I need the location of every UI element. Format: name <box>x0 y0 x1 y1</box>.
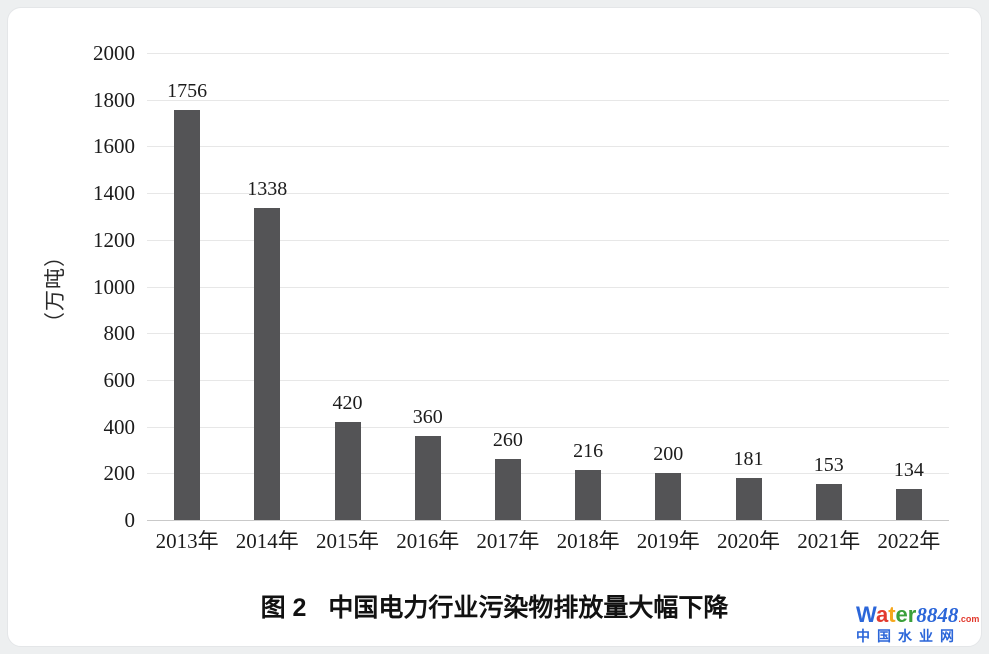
x-tick-label: 2014年 <box>235 529 299 553</box>
watermark-letter: t <box>888 602 896 627</box>
bar-2022年 <box>895 488 922 520</box>
bar-2015年 <box>334 421 361 520</box>
x-tick-label: 2018年 <box>556 529 620 553</box>
figure-title: 中国电力行业污染物排放量大幅下降 <box>328 594 729 622</box>
bar-value-label: 181 <box>733 447 764 470</box>
watermark-logo: Water8848.com 中国水业网 <box>856 604 986 644</box>
bar-value-label: 360 <box>412 405 443 428</box>
y-tick-label: 1200 <box>93 227 135 252</box>
x-tick-label: 2017年 <box>476 529 540 553</box>
watermark-brand-number: 8848 <box>916 603 959 627</box>
y-tick-label: 1600 <box>93 134 135 159</box>
y-tick-label: 1400 <box>93 181 135 206</box>
watermark-brand-line: Water8848.com <box>856 604 986 626</box>
gridline <box>147 333 949 335</box>
bar-value-label: 153 <box>813 454 844 477</box>
bar-value-label: 260 <box>492 429 523 452</box>
watermark-letter: e <box>895 602 908 627</box>
bar-2017年 <box>494 459 521 520</box>
bar-value-label: 216 <box>573 439 604 462</box>
x-tick-label: 2019年 <box>636 529 700 553</box>
y-tick-label: 600 <box>103 367 136 392</box>
x-tick-label: 2020年 <box>717 529 780 553</box>
gridline <box>147 426 949 428</box>
y-tick-label: 400 <box>103 414 136 439</box>
y-tick-label: 0 <box>124 508 136 532</box>
watermark-subtitle: 中国水业网 <box>856 628 961 644</box>
bar-2014年 <box>254 207 281 520</box>
gridline <box>147 239 949 241</box>
bar-value-label: 134 <box>893 458 924 481</box>
x-tick-label: 2022年 <box>877 529 941 553</box>
bar-2019年 <box>655 473 682 520</box>
bar-value-label: 200 <box>653 443 684 466</box>
bar-chart-plot-area: 2000 1800 1600 1400 1200 1000 800 600 400 200 0 175… <box>93 41 949 553</box>
bar-value-label: 1338 <box>247 177 288 200</box>
y-tick-label: 1000 <box>93 274 135 299</box>
figure-caption: 图 2 中国电力行业污染物排放量大幅下降 <box>8 588 981 624</box>
bar-2020年 <box>735 477 762 520</box>
gridline <box>147 99 949 101</box>
bar-2013年 <box>174 109 201 520</box>
chart-card: （万吨） 2000 1800 1600 1400 1200 1000 800 600 400 20… <box>7 7 982 647</box>
watermark-brand-suffix: .com <box>958 614 980 624</box>
x-tick-label: 2021年 <box>797 529 861 553</box>
x-tick-label: 2016年 <box>396 529 460 553</box>
bar-2021年 <box>815 484 842 520</box>
watermark-letter: W <box>856 602 876 627</box>
y-tick-label: 2000 <box>93 41 135 65</box>
x-tick-label: 2015年 <box>316 529 379 553</box>
y-tick-label: 800 <box>103 321 136 346</box>
bar-2016年 <box>414 435 441 520</box>
watermark-brand-word: Water <box>856 602 916 627</box>
x-tick-label: 2013年 <box>155 529 219 553</box>
bar-value-label: 420 <box>332 391 363 414</box>
gridline <box>147 53 949 54</box>
watermark-letter: r <box>907 602 917 627</box>
gridline <box>147 379 949 381</box>
y-tick-label: 200 <box>103 461 136 486</box>
figure-number: 图 2 <box>260 594 307 622</box>
watermark-letter: a <box>875 602 889 627</box>
x-axis-baseline <box>147 520 949 521</box>
gridline <box>147 286 949 288</box>
gridline <box>147 193 949 195</box>
y-tick-label: 1800 <box>93 87 135 112</box>
bar-value-label: 1756 <box>167 79 208 102</box>
gridline <box>147 146 949 148</box>
bar-2018年 <box>575 469 602 520</box>
gridline <box>147 473 949 475</box>
